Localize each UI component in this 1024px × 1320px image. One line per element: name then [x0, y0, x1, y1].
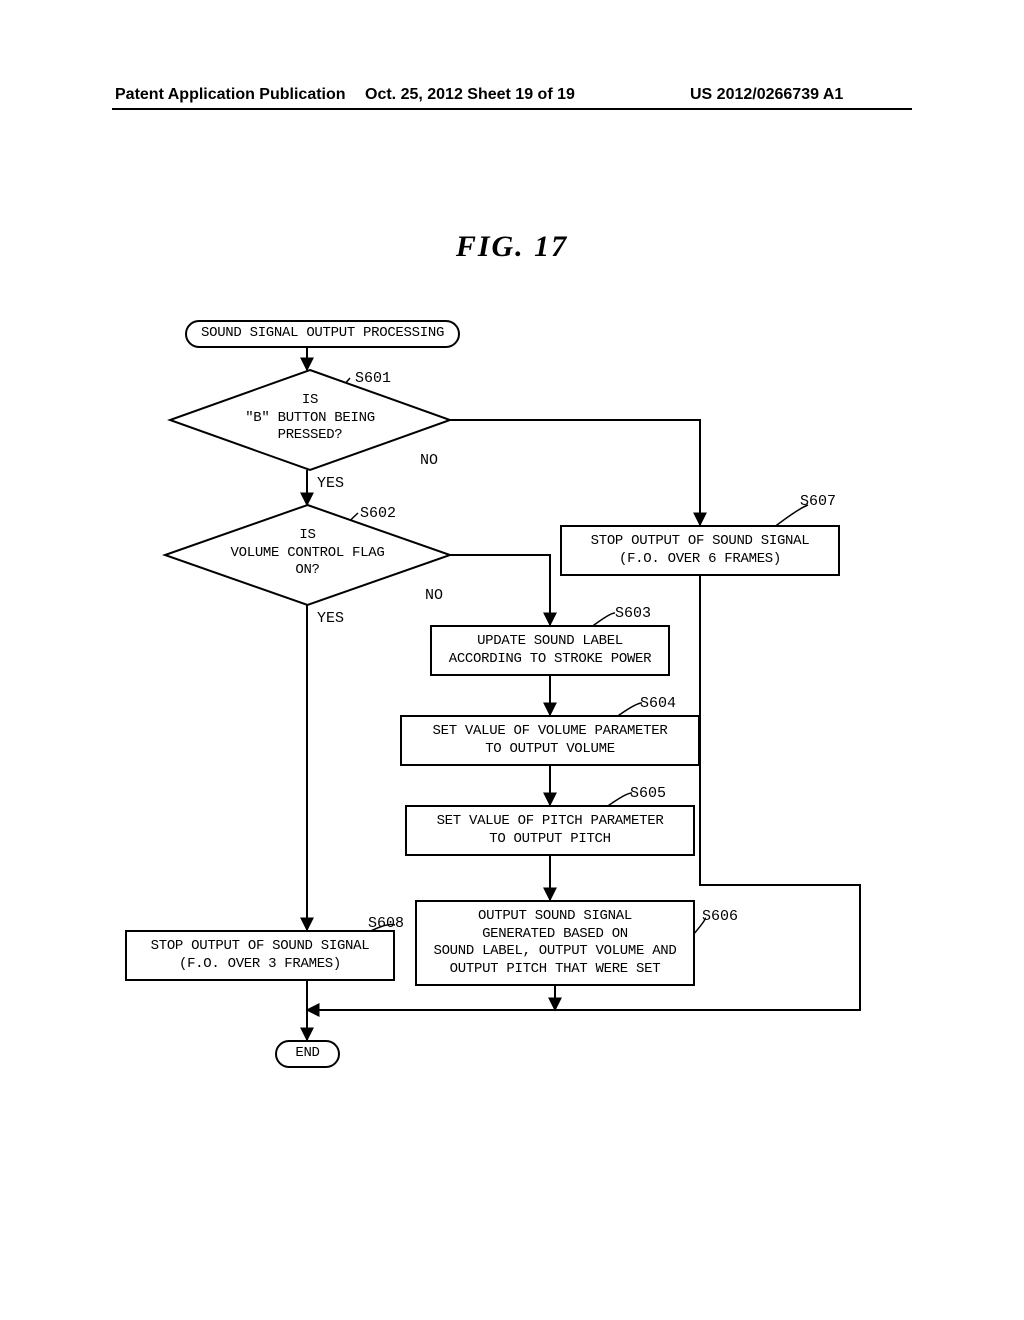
node-start: SOUND SIGNAL OUTPUT PROCESSING: [185, 320, 460, 348]
edge-label: YES: [317, 475, 344, 492]
node-p5: SET VALUE OF PITCH PARAMETERTO OUTPUT PI…: [405, 805, 695, 856]
node-p8: STOP OUTPUT OF SOUND SIGNAL(F.O. OVER 3 …: [125, 930, 395, 981]
step-label-S606: S606: [702, 908, 738, 925]
step-label-S602: S602: [360, 505, 396, 522]
figure-title: FIG. 17: [0, 230, 1024, 264]
step-label-S607: S607: [800, 493, 836, 510]
step-label-S604: S604: [640, 695, 676, 712]
node-p6: OUTPUT SOUND SIGNALGENERATED BASED ONSOU…: [415, 900, 695, 986]
node-d2: ISVOLUME CONTROL FLAGON?: [165, 527, 450, 580]
step-label-S603: S603: [615, 605, 651, 622]
header-rule: [112, 108, 912, 110]
step-label-S605: S605: [630, 785, 666, 802]
node-p3: UPDATE SOUND LABELACCORDING TO STROKE PO…: [430, 625, 670, 676]
edge-label: NO: [425, 587, 443, 604]
flowchart: YES NO NO YES SOUND SIGNAL OUTPUT PROCESSING…: [0, 310, 1024, 1180]
node-end: END: [275, 1040, 340, 1068]
edge-label: YES: [317, 610, 344, 627]
header-right: US 2012/0266739 A1: [690, 86, 843, 104]
node-d1: IS"B" BUTTON BEINGPRESSED?: [170, 392, 450, 445]
node-p7: STOP OUTPUT OF SOUND SIGNAL(F.O. OVER 6 …: [560, 525, 840, 576]
step-label-S601: S601: [355, 370, 391, 387]
edge-label: NO: [420, 452, 438, 469]
header-left: Patent Application Publication: [115, 86, 346, 104]
step-label-S608: S608: [368, 915, 404, 932]
node-p4: SET VALUE OF VOLUME PARAMETERTO OUTPUT V…: [400, 715, 700, 766]
header-mid: Oct. 25, 2012 Sheet 19 of 19: [365, 86, 575, 104]
